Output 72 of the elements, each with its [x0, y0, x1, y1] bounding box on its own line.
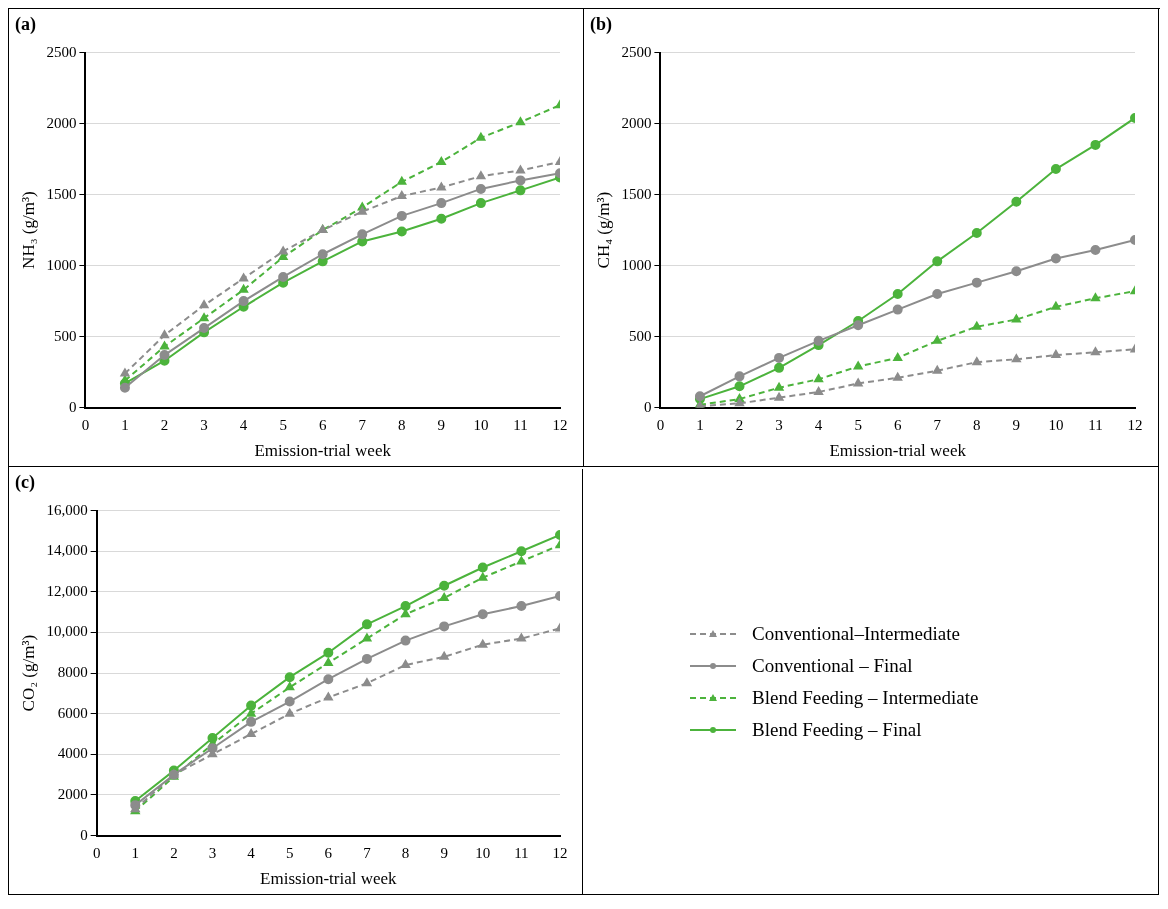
y-tick-label: 1000 — [621, 256, 652, 273]
x-tick-label: 1 — [696, 416, 704, 433]
chart-title: (b) — [590, 14, 612, 36]
x-tick-label: 10 — [1048, 416, 1064, 433]
x-tick-label: 2 — [160, 416, 169, 433]
x-tick-label: 12 — [1127, 416, 1143, 433]
x-tick-label: 5 — [285, 844, 294, 861]
y-tick-label: 12,000 — [46, 582, 88, 599]
y-tick-label: 1500 — [621, 185, 652, 202]
y-tick-label: 2000 — [57, 785, 88, 802]
x-tick-label: 6 — [893, 416, 902, 433]
chart-title: (a) — [15, 14, 36, 36]
x-tick-label: 11 — [514, 844, 529, 861]
x-tick-label: 7 — [363, 844, 372, 861]
y-tick-label: 2500 — [46, 43, 77, 60]
x-tick-label: 6 — [318, 416, 327, 433]
x-tick-label: 5 — [854, 416, 862, 433]
x-tick-label: 8 — [973, 416, 981, 433]
x-tick-label: 6 — [324, 844, 333, 861]
x-tick-label: 1 — [121, 416, 129, 433]
x-tick-label: 10 — [475, 844, 491, 861]
x-tick-label: 9 — [437, 416, 446, 433]
x-tick-label: 8 — [398, 416, 406, 433]
x-tick-label: 2 — [735, 416, 744, 433]
x-tick-label: 3 — [775, 416, 783, 433]
y-axis-title: CH₄ (g/m³) — [593, 191, 613, 269]
x-tick-label: 5 — [279, 416, 287, 433]
x-tick-label: 0 — [656, 416, 665, 433]
y-tick-label: 6000 — [57, 704, 88, 721]
y-tick-label: 2000 — [46, 114, 77, 131]
y-tick-label: 500 — [53, 327, 77, 344]
x-tick-label: 7 — [933, 416, 942, 433]
chart-title: (c) — [15, 472, 35, 494]
y-tick-label: 14,000 — [46, 542, 88, 559]
x-tick-label: 11 — [1088, 416, 1103, 433]
legend-label: Conventional–Intermediate — [752, 622, 960, 645]
x-tick-label: 3 — [208, 844, 217, 861]
x-tick-label: 2 — [170, 844, 178, 861]
y-tick-label: 500 — [628, 327, 652, 344]
x-tick-label: 0 — [92, 844, 101, 861]
x-axis-title: Emission-trial week — [829, 441, 967, 461]
legend-label: Blend Feeding – Final — [752, 718, 922, 741]
y-tick-label: 0 — [80, 826, 88, 843]
y-axis-title: NH₃ (g/m³) — [18, 191, 38, 269]
x-tick-label: 3 — [200, 416, 208, 433]
x-tick-label: 12 — [552, 844, 568, 861]
y-tick-label: 0 — [643, 398, 652, 415]
legend-label: Conventional – Final — [752, 654, 913, 677]
y-tick-label: 1500 — [46, 185, 77, 202]
x-tick-label: 4 — [247, 844, 256, 861]
y-axis-title: CO₂ (g/m³) — [18, 634, 38, 712]
x-tick-label: 7 — [358, 416, 367, 433]
y-tick-label: 2000 — [621, 114, 652, 131]
y-tick-label: 8000 — [57, 664, 88, 681]
x-tick-label: 9 — [1012, 416, 1021, 433]
y-tick-label: 1000 — [46, 256, 77, 273]
x-tick-label: 4 — [239, 416, 248, 433]
y-tick-label: 2500 — [621, 43, 652, 60]
x-tick-label: 1 — [131, 844, 140, 861]
x-tick-label: 4 — [814, 416, 823, 433]
x-tick-label: 12 — [552, 416, 568, 433]
y-tick-label: 4000 — [57, 745, 88, 762]
x-tick-label: 8 — [401, 844, 410, 861]
x-axis-title: Emission-trial week — [260, 869, 398, 889]
x-tick-label: 10 — [473, 416, 489, 433]
y-tick-label: 16,000 — [46, 501, 88, 518]
y-tick-label: 10,000 — [46, 623, 88, 640]
y-tick-label: 0 — [68, 398, 77, 415]
x-axis-title: Emission-trial week — [254, 441, 392, 461]
legend-label: Blend Feeding – Intermediate — [752, 686, 979, 709]
x-tick-label: 11 — [513, 416, 528, 433]
x-tick-label: 9 — [440, 844, 448, 861]
